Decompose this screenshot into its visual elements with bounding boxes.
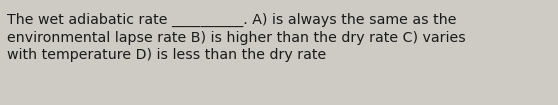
Text: The wet adiabatic rate __________. A) is always the same as the
environmental la: The wet adiabatic rate __________. A) is… xyxy=(7,13,466,62)
